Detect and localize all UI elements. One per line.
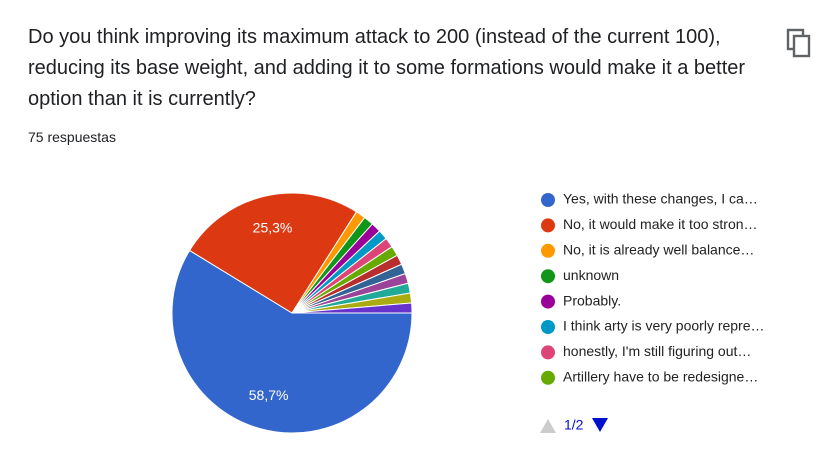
- legend-swatch: [541, 294, 555, 309]
- legend-swatch: [541, 243, 555, 258]
- pie-slice: [291, 302, 413, 314]
- legend-label: honestly, I'm still figuring out…: [563, 343, 751, 359]
- legend-label: No, it is already well balance…: [563, 242, 754, 258]
- legend-swatch: [541, 370, 555, 385]
- legend-label: No, it would make it too stron…: [563, 216, 758, 232]
- question-title: Do you think improving its maximum attac…: [28, 26, 746, 110]
- legend-label: Probably.: [563, 292, 621, 308]
- legend-swatch: [541, 218, 555, 233]
- slice-label: 58,7%: [249, 387, 289, 403]
- legend-label: unknown: [563, 267, 619, 283]
- legend-page: 1/2: [564, 417, 584, 433]
- legend-label: Artillery have to be redesigne…: [563, 369, 758, 385]
- pager-prev: [540, 419, 556, 433]
- slice-label: 25,3%: [253, 220, 293, 236]
- copy-icon[interactable]: [786, 28, 812, 58]
- pie-slice: [188, 192, 358, 314]
- pie-slice: [171, 249, 413, 434]
- legend-swatch: [541, 345, 555, 360]
- pager-next[interactable]: [592, 418, 608, 432]
- response-count: 75 respuestas: [28, 129, 116, 145]
- legend-swatch: [541, 269, 555, 284]
- legend-label: Yes, with these changes, I ca…: [563, 191, 758, 207]
- legend-label: I think arty is very poorly repre…: [563, 318, 765, 334]
- legend-swatch: [541, 193, 555, 207]
- legend-swatch: [541, 320, 555, 334]
